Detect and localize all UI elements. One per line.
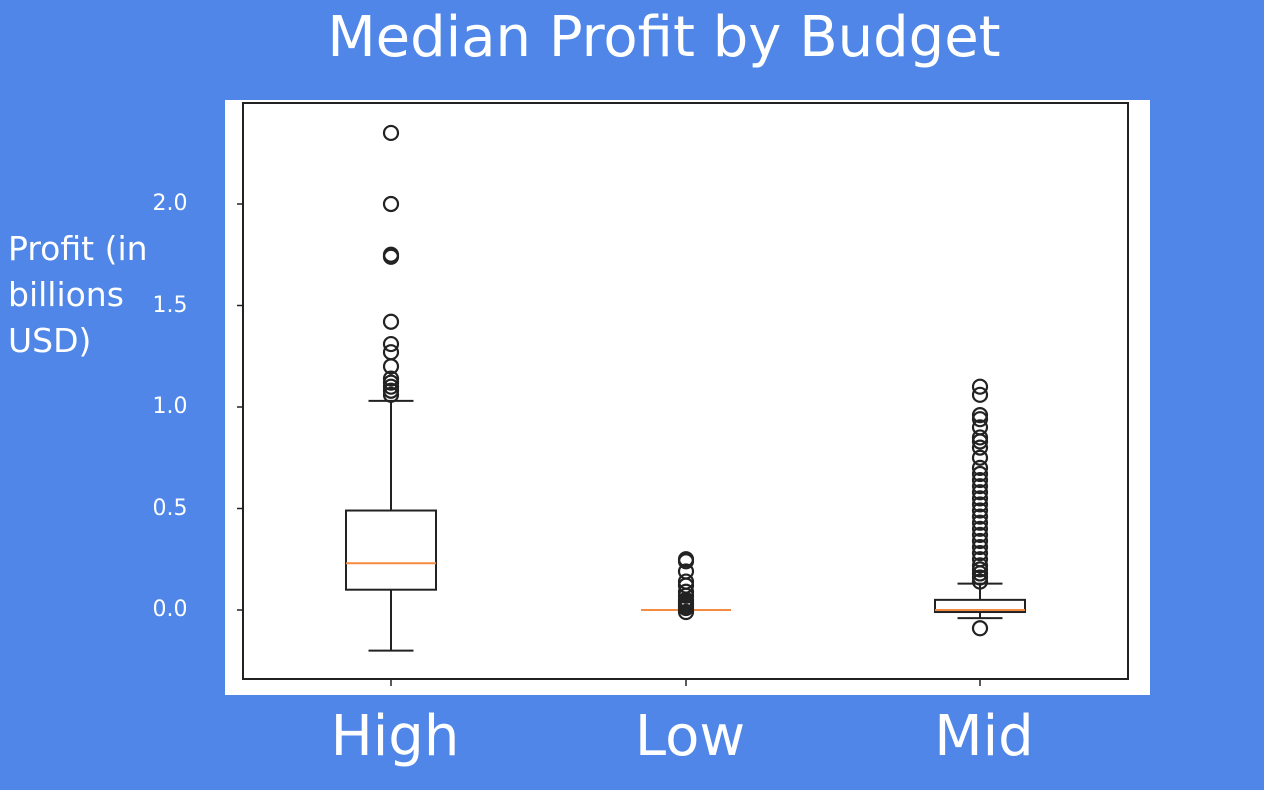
outlier-point [971, 532, 989, 550]
outlier-point [382, 335, 400, 353]
outlier-point [971, 620, 989, 637]
outlier-point [971, 502, 989, 519]
outlier-point [971, 419, 989, 436]
outlier-point [971, 538, 989, 556]
x-tick-label: Low [634, 704, 746, 769]
y-tick-label: 0.0 [152, 597, 188, 622]
outlier-point [971, 484, 989, 501]
outlier-point [382, 370, 400, 387]
outlier-point [971, 490, 989, 507]
outlier-point [677, 551, 695, 568]
outlier-point [971, 459, 989, 476]
outlier-point [677, 583, 695, 600]
outlier-point [971, 545, 989, 562]
y-tick-label: 0.5 [152, 495, 188, 521]
x-tick-label: Mid [934, 704, 1034, 769]
outlier-point [971, 439, 989, 456]
outlier-point [971, 378, 989, 395]
outlier-point [971, 520, 989, 537]
outlier-point [971, 465, 989, 483]
outlier-point [971, 514, 989, 531]
outlier-point [677, 573, 695, 590]
outlier-point [971, 551, 989, 568]
chart-title: Median Profit by Budget [327, 5, 1001, 70]
y-axis-label: Profit (in billions USD) [8, 229, 148, 360]
outlier-point [971, 508, 989, 525]
outlier-point [971, 496, 989, 513]
outlier-point [382, 344, 400, 361]
y-tick-label: 2.0 [152, 191, 188, 216]
outlier-point [971, 526, 989, 543]
outlier-point [677, 563, 695, 580]
outlier-point [971, 386, 989, 403]
outlier-point [971, 429, 989, 446]
y-tick-label: 1.5 [152, 292, 188, 318]
outlier-point [382, 313, 400, 330]
outlier-point [971, 449, 989, 466]
outlier-point [971, 471, 989, 489]
outlier-point [382, 246, 400, 263]
box-iqr [934, 598, 1026, 614]
box-iqr [345, 509, 437, 591]
outlier-point [382, 124, 400, 142]
outlier-point [971, 478, 989, 495]
outlier-point [382, 195, 400, 213]
outlier-point [971, 407, 989, 424]
outlier-point [971, 557, 989, 574]
x-tick-label: High [330, 704, 460, 769]
y-tick-label: 1.0 [152, 394, 188, 419]
